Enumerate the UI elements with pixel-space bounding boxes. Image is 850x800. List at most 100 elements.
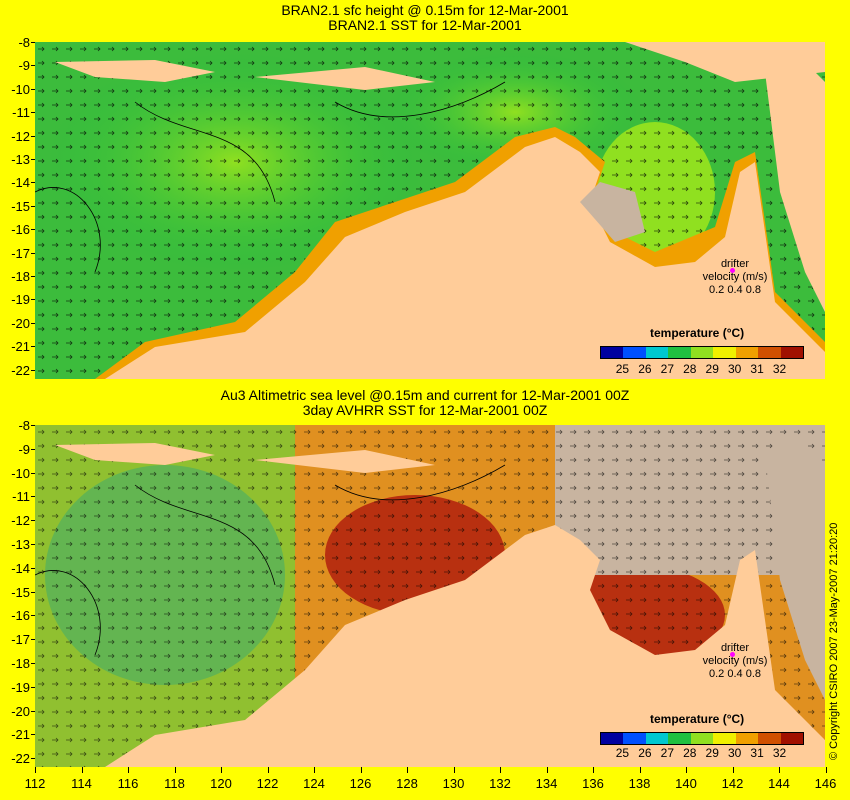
- bottom-lat-tick: [31, 520, 35, 522]
- bottom-mainland: [105, 525, 825, 767]
- bottom-title-line1: Au3 Altimetric sea level @0.15m and curr…: [220, 387, 630, 403]
- bottom-legend-title: temperature (°C): [650, 712, 745, 726]
- bottom-colorbar-swatch: [645, 733, 669, 744]
- lon-label: 116: [117, 776, 139, 791]
- bottom-title-line2: 3day AVHRR SST for 12-Mar-2001 00Z: [302, 402, 548, 418]
- lon-tick: [639, 767, 641, 773]
- top-lat-label: -21: [11, 339, 30, 355]
- bottom-lat-label: -17: [11, 632, 30, 648]
- lon-label: 140: [675, 776, 697, 791]
- bottom-colorbar-tick-label: 30: [727, 746, 742, 760]
- top-lat-tick: [31, 369, 35, 371]
- top-lat-tick: [31, 182, 35, 184]
- bottom-lat-label: -10: [11, 465, 30, 481]
- lon-label: 138: [628, 776, 651, 791]
- bottom-colorbar-swatch: [668, 733, 691, 744]
- bottom-lat-tick: [31, 425, 35, 426]
- lon-label: 146: [814, 776, 837, 791]
- bottom-lat-label: -13: [11, 537, 30, 552]
- top-colorbar-swatch: [690, 347, 714, 358]
- bottom-lat-label: -14: [11, 560, 30, 576]
- top-lat-tick: [31, 299, 35, 301]
- lon-label: 144: [768, 776, 790, 791]
- lon-tick: [221, 767, 222, 773]
- bottom-colorbar-tick-label: 26: [638, 746, 652, 760]
- top-colorbar-swatch: [713, 347, 736, 358]
- bottom-lat-label: -21: [11, 727, 30, 743]
- lon-tick: [593, 767, 594, 773]
- top-mainland: [105, 137, 825, 379]
- top-lat-label: -9: [18, 58, 30, 74]
- top-colorbar: [600, 346, 804, 359]
- top-lat-label: -13: [11, 152, 30, 167]
- bottom-lat-label: -15: [11, 584, 30, 600]
- top-colorbar-tick-label: 30: [727, 362, 742, 376]
- bottom-colorbar-tick-label: 32: [772, 746, 787, 760]
- bottom-lat-tick: [31, 544, 35, 545]
- lon-tick: [267, 767, 269, 773]
- top-lat-label: -15: [11, 198, 30, 214]
- top-drifter-scale: 0.2 0.4 0.8: [709, 284, 761, 296]
- lon-tick: [360, 767, 362, 773]
- bottom-colorbar-tick-label: 25: [615, 746, 630, 760]
- lon-label: 122: [256, 776, 279, 791]
- top-colorbar-swatch: [735, 347, 759, 358]
- bottom-colorbar: [600, 732, 804, 745]
- bottom-colorbar-tick-label: 27: [660, 746, 674, 760]
- lon-tick: [779, 767, 780, 773]
- bottom-colorbar-tick-label: 28: [683, 746, 697, 760]
- bottom-lat-tick: [31, 496, 35, 498]
- top-lat-tick: [31, 229, 35, 231]
- bottom-colorbar-swatch: [601, 733, 624, 744]
- lon-label: 112: [24, 776, 46, 791]
- bottom-lat-tick: [31, 567, 35, 569]
- bottom-colorbar-swatch: [780, 733, 803, 744]
- lon-label: 126: [349, 776, 372, 791]
- lon-tick: [174, 767, 176, 773]
- lon-tick: [546, 767, 548, 773]
- bottom-lat-label: -9: [18, 441, 30, 457]
- top-colorbar-tick-label: 28: [683, 362, 697, 376]
- top-drifter-label1: drifter: [720, 258, 750, 270]
- lon-label: 128: [396, 776, 418, 791]
- top-lat-label: -20: [11, 315, 30, 331]
- top-legend-title: temperature (°C): [650, 326, 745, 340]
- bottom-lat-label: -8: [18, 418, 30, 433]
- lon-label: 124: [303, 776, 325, 791]
- top-colorbar-swatch: [601, 347, 624, 358]
- lon-tick: [686, 767, 687, 773]
- top-lat-tick: [31, 252, 35, 254]
- copyright-text: © Copyright CSIRO 2007 23-May-2007 21:20…: [828, 522, 840, 760]
- bottom-colorbar-tick-label: 31: [750, 746, 764, 760]
- bottom-colorbar-swatch: [690, 733, 714, 744]
- top-lat-tick: [31, 42, 35, 43]
- bottom-lat-tick: [31, 663, 35, 664]
- bottom-lat-label: -11: [12, 489, 30, 505]
- top-lat-tick: [31, 276, 35, 277]
- top-sst-map: [35, 42, 825, 379]
- top-colorbar-swatch: [758, 347, 781, 358]
- lon-tick: [825, 767, 827, 773]
- top-lat-label: -8: [18, 35, 30, 50]
- bottom-drifter-scale: 0.2 0.4 0.8: [709, 668, 761, 680]
- bottom-lat-tick: [31, 639, 35, 641]
- bottom-lat-tick: [31, 686, 35, 688]
- bottom-lat-tick: [31, 710, 35, 712]
- top-lat-tick: [31, 88, 35, 90]
- bottom-lat-tick: [31, 472, 35, 474]
- bottom-lat-label: -16: [11, 608, 30, 624]
- lon-tick: [81, 767, 83, 773]
- lon-label: 114: [71, 776, 92, 791]
- lon-tick: [35, 767, 36, 773]
- bottom-lat-tick: [31, 448, 35, 450]
- top-colorbar-tick-label: 27: [660, 362, 674, 376]
- lon-label: 134: [535, 776, 558, 791]
- top-colorbar-swatch: [668, 347, 691, 358]
- lon-label: 136: [582, 776, 604, 791]
- top-colorbar-swatch: [645, 347, 669, 358]
- top-lat-tick: [31, 322, 35, 324]
- top-lat-tick: [31, 112, 35, 114]
- bottom-lat-label: -20: [11, 703, 30, 719]
- top-lat-tick: [31, 346, 35, 348]
- bottom-lat-label: -19: [11, 679, 30, 695]
